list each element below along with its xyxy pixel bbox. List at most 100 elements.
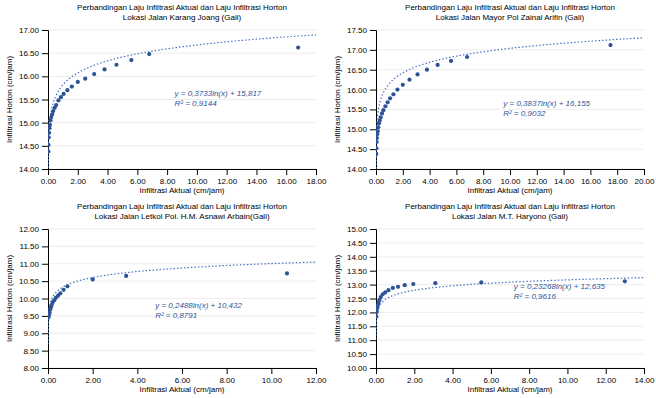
y-axis-line — [370, 31, 377, 170]
x-tick-mark — [108, 169, 109, 175]
y-axis: 14.0014.5015.0015.5016.0016.5017.00 — [19, 26, 49, 174]
y-tick-mark — [42, 146, 48, 147]
panel: 0.002.004.006.008.0010.0012.0014.0016.00… — [5, 3, 327, 199]
marks — [48, 262, 316, 344]
x-tick-label: 8.00 — [476, 177, 492, 186]
x-tick-mark — [271, 368, 272, 374]
x-tick-label: 10.00 — [500, 177, 521, 186]
x-tick-mark — [256, 169, 257, 175]
y-tick-mark — [370, 30, 376, 31]
grid-line — [48, 333, 316, 334]
y-tick: 8.00 — [23, 364, 48, 373]
y-tick: 9.00 — [23, 329, 48, 338]
x-axis: 0.002.004.006.008.0010.0012.0014.0016.00… — [369, 169, 655, 186]
x-tick-mark — [286, 169, 287, 175]
y-tick-label: 11.00 — [20, 260, 40, 269]
point — [403, 283, 407, 287]
y-tick: 15.50 — [347, 105, 376, 114]
x-tick-mark — [510, 169, 511, 175]
y-tick-mark — [370, 149, 376, 150]
y-tick-mark — [370, 90, 376, 91]
x-tick: 4.00 — [422, 169, 438, 186]
x-tick: 2.00 — [396, 169, 412, 186]
point — [449, 59, 453, 63]
x-tick-label: 8.00 — [522, 376, 538, 385]
point — [48, 135, 51, 139]
panel: 0.002.004.006.008.0010.0012.008.008.509.… — [5, 202, 327, 394]
point — [124, 274, 128, 278]
y-tick-label: 17.50 — [347, 26, 368, 35]
x-tick-label: 2.00 — [396, 177, 412, 186]
y-tick-label: 17.00 — [19, 26, 40, 35]
point — [479, 280, 483, 284]
y-tick: 15.50 — [19, 96, 48, 105]
y-tick-mark — [42, 53, 48, 54]
equation: R² = 0,8791 — [155, 311, 197, 320]
x-tick-mark — [644, 368, 645, 374]
y-tick: 17.50 — [347, 26, 376, 35]
point — [114, 63, 118, 67]
x-tick-mark — [430, 169, 431, 175]
y-tick-label: 14.00 — [347, 165, 368, 174]
y-axis-title: Infiltrasi Horton (cm/jam) — [333, 255, 342, 342]
x-tick: 8.00 — [160, 169, 176, 186]
grid-line — [376, 326, 644, 327]
point — [91, 277, 95, 281]
x-tick-mark — [483, 169, 484, 175]
grid-line — [376, 312, 644, 313]
point — [396, 285, 400, 289]
x-tick-mark — [316, 169, 317, 175]
x-tick: 10.00 — [500, 169, 521, 186]
y-tick-mark — [42, 316, 48, 317]
point — [102, 67, 106, 71]
x-tick-label: 8.00 — [219, 376, 235, 385]
x-tick-label: 18.00 — [306, 177, 327, 186]
y-axis-title: Infiltrasi Horton (cm/jam) — [333, 56, 342, 143]
x-tick-label: 14.00 — [247, 177, 268, 186]
y-tick: 10.00 — [19, 295, 48, 304]
x-axis-title: Infiltrasi Aktual (cm/jam) — [140, 186, 225, 195]
grid-line — [48, 76, 316, 77]
trend-line — [376, 38, 644, 169]
y-tick: 15.00 — [347, 125, 376, 134]
y-tick-label: 14.00 — [347, 253, 368, 262]
grid-line — [48, 30, 316, 31]
point — [48, 143, 51, 147]
grid-line — [376, 298, 644, 299]
x-axis-line — [377, 170, 645, 176]
x-tick: 0.00 — [369, 169, 385, 186]
x-tick-label: 0.00 — [369, 177, 385, 186]
y-tick-label: 16.00 — [19, 72, 40, 81]
x-tick-label: 6.00 — [449, 177, 465, 186]
y-axis-line — [42, 230, 49, 369]
point — [381, 108, 385, 112]
point — [147, 52, 151, 56]
y-tick: 11.50 — [20, 242, 48, 251]
x-tick-label: 2.00 — [70, 177, 86, 186]
x-tick: 12.00 — [217, 169, 238, 186]
x-axis-title: Infiltrasi Aktual (cm/jam) — [468, 385, 553, 394]
x-tick: 2.00 — [407, 368, 423, 385]
y-tick-label: 10.00 — [19, 295, 40, 304]
y-tick-label: 12.00 — [19, 225, 40, 234]
point — [48, 131, 51, 135]
plot-area: 0.002.004.006.008.0010.0012.008.008.509.… — [19, 225, 327, 385]
x-tick-label: 6.00 — [484, 376, 500, 385]
x-tick-label: 4.00 — [100, 177, 116, 186]
title: Perbandingan Laju Infiltrasi Aktual dan … — [405, 202, 615, 211]
plot-area: 0.002.004.006.008.0010.0012.0014.0016.00… — [19, 26, 327, 199]
y-tick-label: 17.00 — [347, 46, 368, 55]
x-tick-label: 16.00 — [581, 177, 602, 186]
x-axis-line — [377, 369, 645, 375]
x-tick-mark — [537, 169, 538, 175]
point — [62, 288, 66, 292]
point — [379, 115, 383, 119]
y-tick: 17.00 — [347, 46, 376, 55]
y-tick: 11.00 — [348, 336, 376, 345]
y-tick-label: 10.50 — [19, 277, 40, 286]
title: Perbandingan Laju Infiltrasi Aktual dan … — [405, 3, 615, 12]
title: Perbandingan Laju Infiltrasi Aktual dan … — [77, 3, 287, 12]
x-tick: 4.00 — [100, 169, 116, 186]
x-tick-mark — [167, 169, 168, 175]
grid — [48, 229, 316, 368]
